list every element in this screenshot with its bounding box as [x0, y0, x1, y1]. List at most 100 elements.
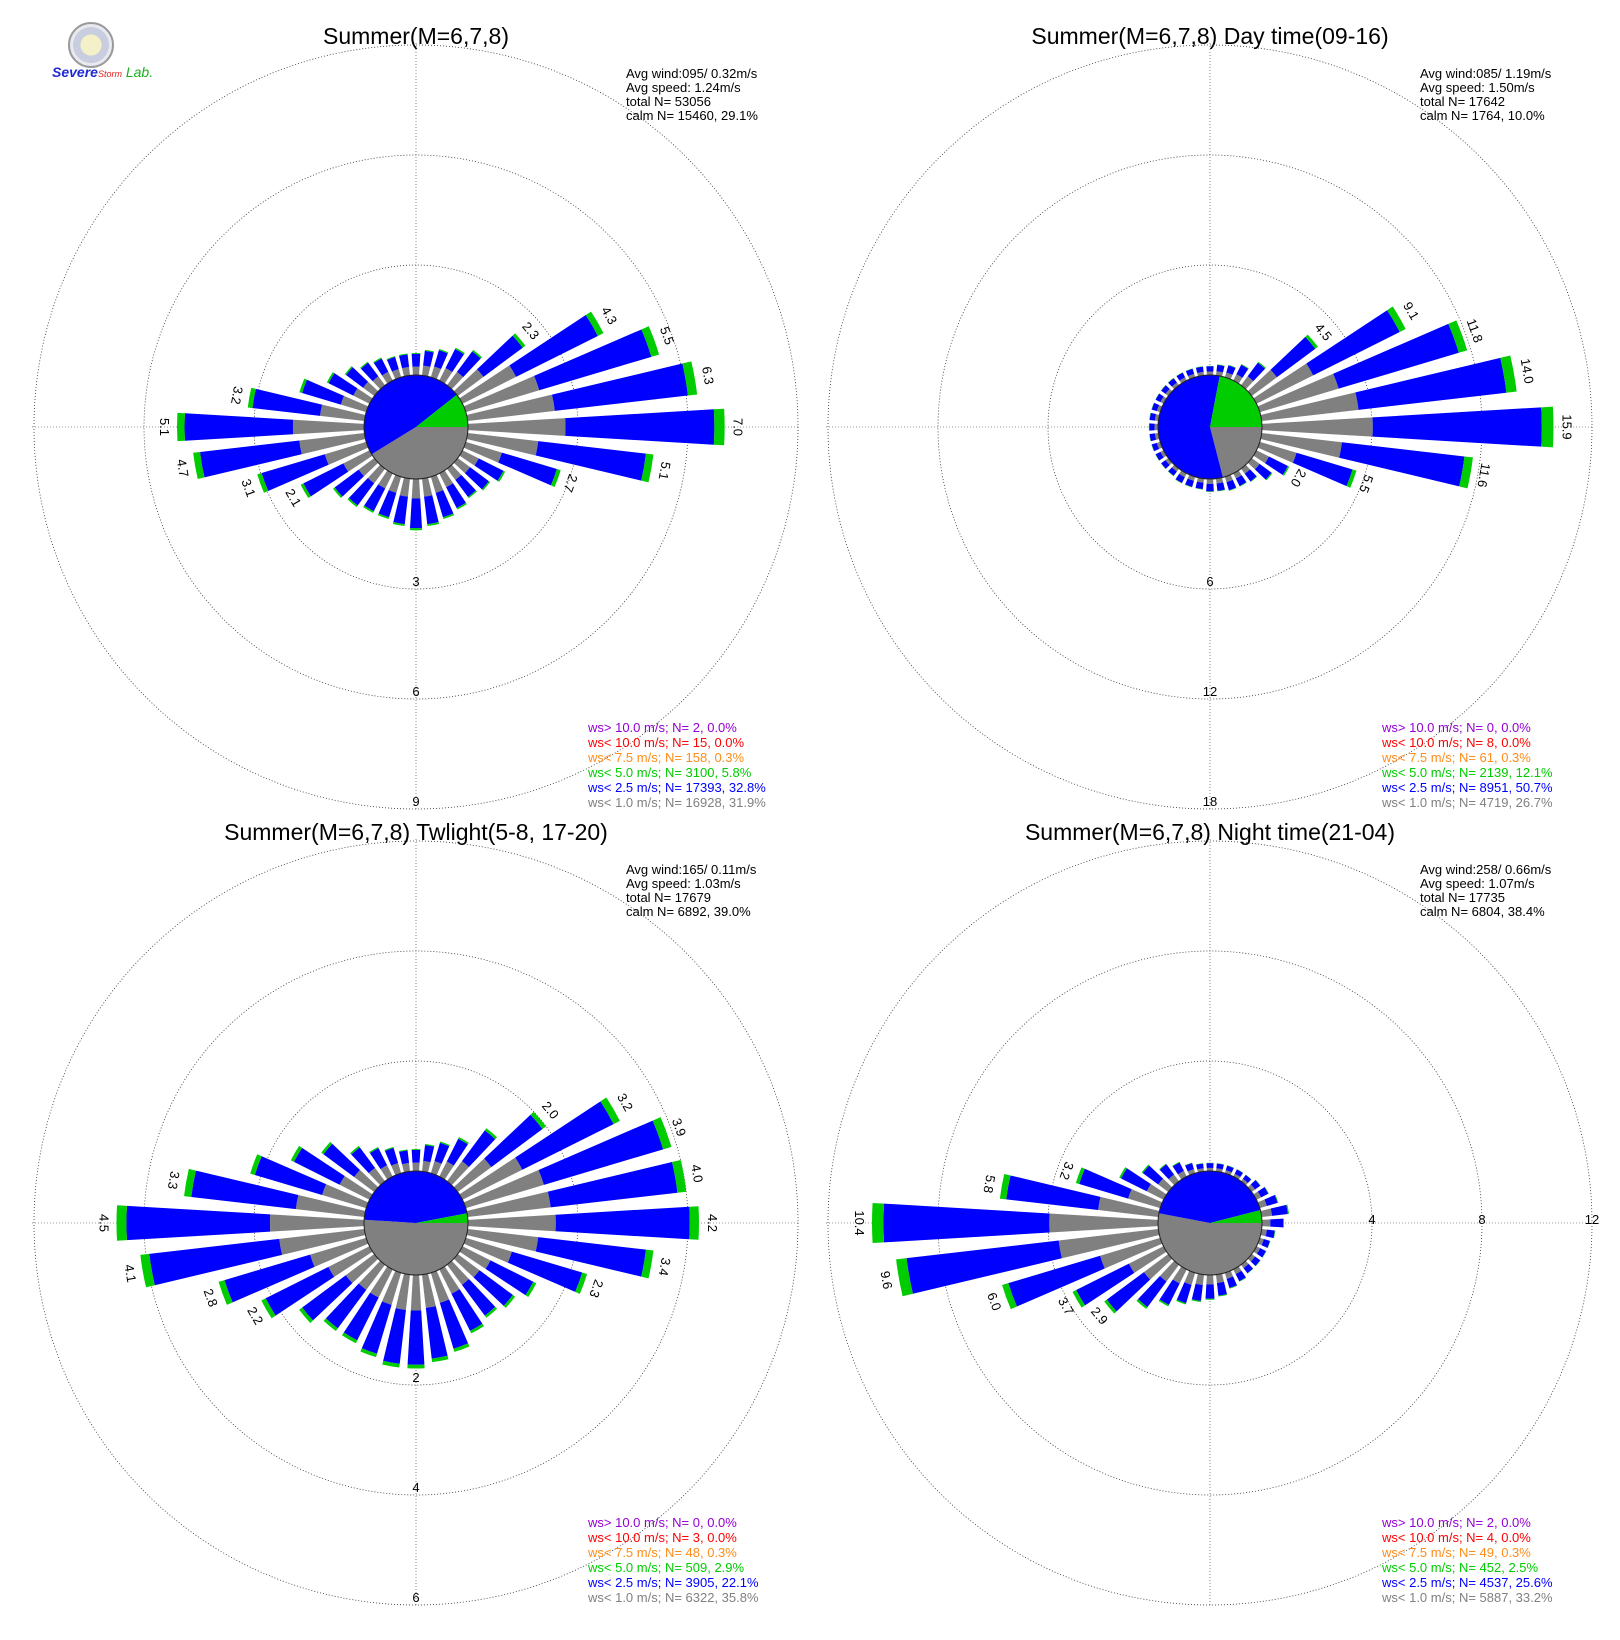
bar-segment-lt2_5	[407, 1310, 425, 1365]
bar-segment-lt5	[424, 349, 434, 353]
panel-title: Summer(M=6,7,8) Day time(09-16)	[1031, 23, 1388, 49]
bar-segment-lt2_5	[1161, 385, 1170, 394]
bar-segment-lt5	[1262, 1251, 1267, 1258]
bar-segment-lt5	[652, 1117, 672, 1150]
bar-segment-lt1	[1260, 1208, 1273, 1218]
bar-pct-label: 2.1	[282, 486, 304, 509]
bar-segment-lt2_5	[461, 1279, 496, 1316]
bar-segment-lt5	[1176, 372, 1183, 377]
bar-segment-lt2_5	[302, 1275, 353, 1321]
bar-segment-lt1	[410, 1274, 422, 1311]
bar-segment-lt1	[421, 1273, 436, 1308]
ring-tick-label: 12	[1585, 1212, 1599, 1227]
bar-segment-lt2_5	[1149, 412, 1157, 421]
bar-segment-lt5	[384, 1146, 394, 1152]
bar-pct-label: 3.3	[165, 1170, 183, 1190]
bar-segment-lt1	[430, 1161, 442, 1176]
bar-segment-lt5	[1387, 306, 1406, 333]
logo-text: SevereStorm Lab.	[52, 64, 154, 80]
bar-segment-lt2_5	[446, 483, 466, 509]
legend-entry-lt5: ws< 5.0 m/s; N= 3100, 5.8%	[587, 765, 752, 780]
stats-line: total N= 17642	[1420, 94, 1505, 109]
bar-segment-lt1	[459, 365, 517, 404]
bar-segment-lt1	[1179, 470, 1187, 478]
bar-segment-lt1	[1098, 1196, 1160, 1218]
bar-segment-lt2_5	[424, 495, 439, 525]
bar-segment-lt2_5	[191, 1170, 299, 1210]
bar-segment-lt5	[1184, 1162, 1193, 1166]
bar-segment-lt1	[1260, 392, 1359, 422]
bar-segment-lt1	[453, 1254, 480, 1278]
bar-segment-lt2_5	[434, 350, 448, 370]
bar-segment-lt1	[453, 369, 484, 396]
bar-segment-lt5	[373, 357, 382, 364]
bar-segment-lt1	[447, 1161, 469, 1186]
bar-segment-lt2_5	[464, 467, 489, 490]
bar-segment-lt1	[1206, 371, 1214, 376]
bar-segment-lt1	[1247, 458, 1260, 470]
bar-segment-lt5	[299, 378, 307, 394]
bar-segment-lt2_5	[1256, 1248, 1266, 1258]
ring-tick-label: 8	[1478, 1212, 1485, 1227]
bar-segment-lt1	[1215, 477, 1224, 484]
bar-segment-lt5	[1191, 1299, 1201, 1302]
bar-segment-lt1	[382, 1270, 402, 1305]
bar-segment-lt2_5	[1250, 1180, 1261, 1190]
legend-entry-lt5: ws< 5.0 m/s; N= 452, 2.5%	[1381, 1560, 1539, 1575]
bar-pct-label: 2.2	[244, 1304, 266, 1327]
bar-segment-lt2_5	[883, 1203, 1050, 1243]
bar-segment-lt2_5	[1151, 402, 1160, 412]
bar-segment-lt1	[354, 1170, 379, 1192]
bar-pct-label: 10.4	[852, 1210, 867, 1235]
bar-pct-label: 2.3	[519, 319, 542, 342]
bar-segment-lt2_5	[1076, 1263, 1135, 1306]
bar-segment-lt1	[1128, 1189, 1163, 1209]
bar-segment-lt2_5	[1264, 1195, 1278, 1207]
bar-segment-lt1	[421, 1160, 431, 1173]
bar-segment-lt1	[1049, 1213, 1159, 1233]
legend-entry-lt7_5: ws< 7.5 m/s; N= 48, 0.3%	[587, 1545, 737, 1560]
bar-segment-lt5	[1151, 402, 1155, 410]
bar-segment-lt5	[1282, 1218, 1284, 1228]
bar-segment-lt2_5	[1226, 365, 1236, 375]
bar-pct-label: 2.9	[1088, 1304, 1111, 1327]
bar-segment-lt5	[525, 1281, 537, 1298]
legend-entry-gt10: ws> 10.0 m/s; N= 0, 0.0%	[587, 1515, 737, 1530]
legend-entry-lt5: ws< 5.0 m/s; N= 2139, 12.1%	[1381, 765, 1553, 780]
bar-segment-lt1	[269, 1214, 365, 1232]
bar-segment-lt5	[896, 1258, 913, 1297]
bar-pct-label: 3.2	[614, 1091, 636, 1114]
bar-segment-lt2_5	[535, 1237, 646, 1277]
ring-tick-label: 3	[412, 574, 419, 589]
bar-segment-lt2_5	[423, 1145, 435, 1163]
bar-segment-lt5	[1195, 366, 1204, 368]
bar-segment-lt5	[326, 372, 335, 384]
bar-segment-lt5	[431, 1355, 449, 1363]
bar-segment-lt2_5	[1142, 1165, 1164, 1185]
bar-segment-lt1	[1257, 373, 1339, 413]
bar-segment-lt5	[350, 1145, 360, 1155]
calm-pie-slice	[364, 1219, 468, 1275]
bar-segment-lt5	[1305, 334, 1318, 349]
bar-segment-lt2_5	[1216, 1163, 1224, 1170]
bar-segment-lt5	[484, 1128, 498, 1140]
bar-pct-label: 4.1	[121, 1263, 139, 1283]
bar-segment-lt2_5	[423, 350, 434, 367]
bar-segment-lt1	[310, 1237, 369, 1267]
bar-segment-lt1	[447, 371, 464, 390]
bar-segment-lt5	[382, 1360, 400, 1368]
bar-pct-label: 2.7	[560, 472, 580, 494]
bar-segment-lt2_5	[1106, 1272, 1151, 1312]
bar-segment-lt1	[1260, 1228, 1267, 1237]
legend-entry-lt1: ws< 1.0 m/s; N= 5887, 33.2%	[1381, 1590, 1553, 1605]
bar-segment-lt1	[412, 1162, 420, 1172]
bar-segment-lt1	[372, 376, 385, 390]
bar-segment-lt1	[292, 419, 365, 435]
bar-segment-lt5	[1255, 1179, 1261, 1186]
bar-segment-lt2_5	[1270, 1204, 1288, 1216]
bar-segment-lt2_5	[534, 329, 652, 391]
bar-pct-label: 3.2	[1057, 1160, 1077, 1182]
bar-segment-lt5	[1228, 487, 1237, 491]
bar-segment-lt5	[470, 1323, 484, 1334]
bar-segment-lt1	[412, 366, 420, 376]
